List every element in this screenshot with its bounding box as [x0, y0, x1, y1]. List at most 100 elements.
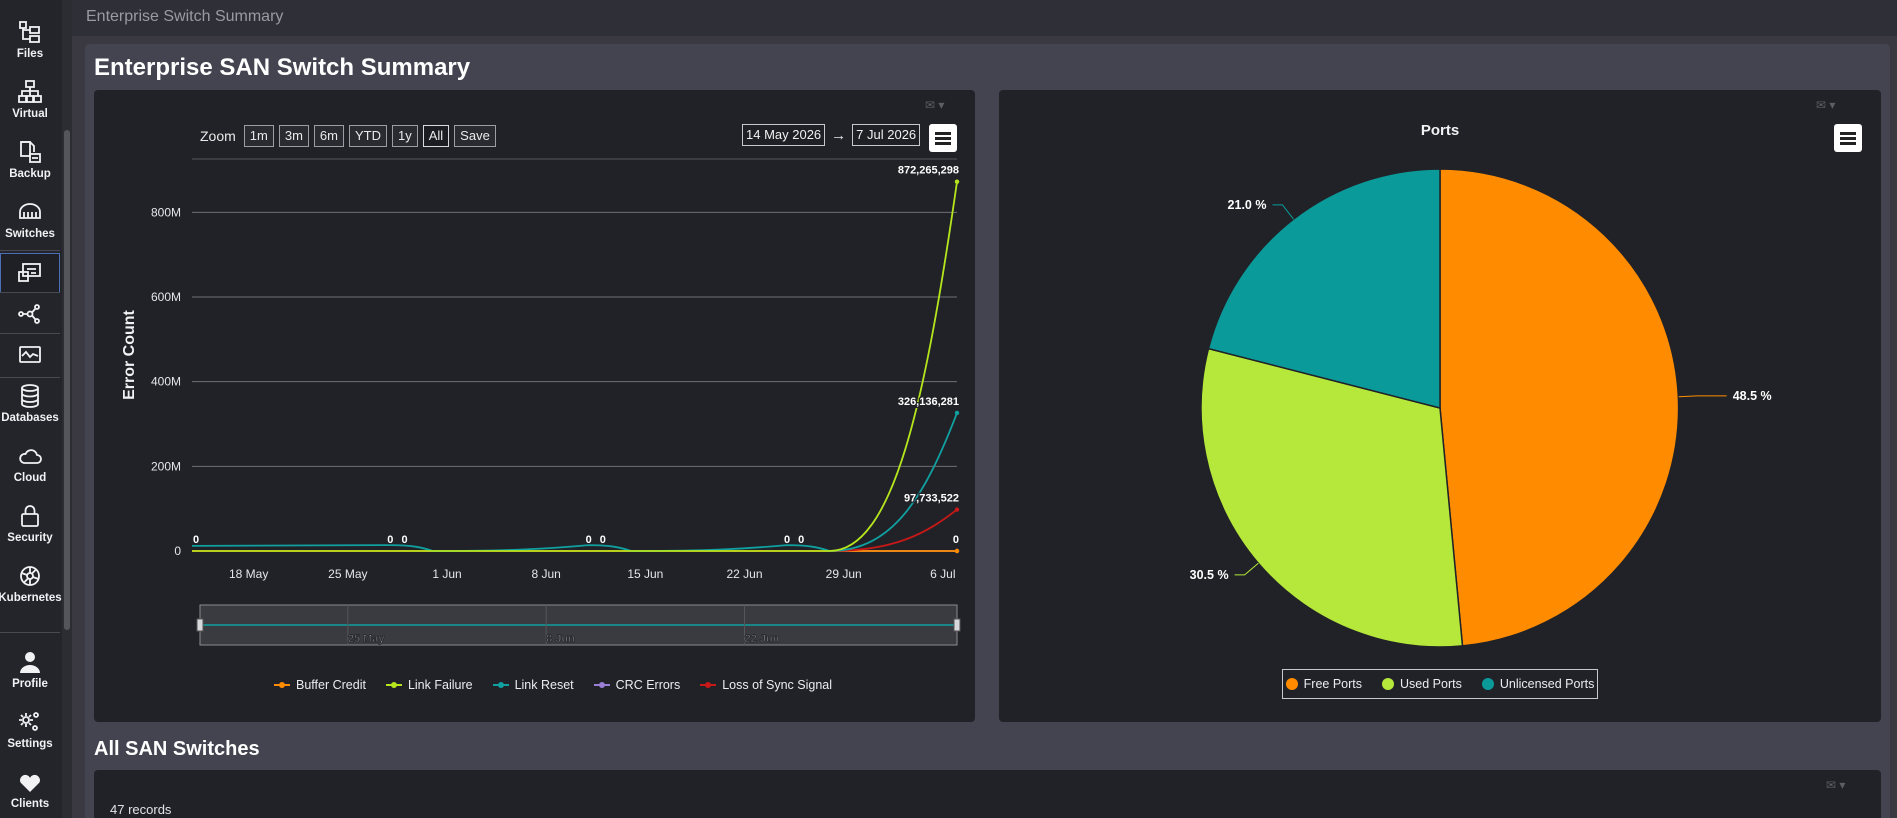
ports-chart-export-icon[interactable]: ✉ ▾	[1816, 98, 1836, 112]
data-label: 0	[401, 534, 407, 546]
sidebar-item-files[interactable]: Files	[0, 10, 60, 68]
x-tick-label: 8 Jun	[531, 567, 560, 581]
from-date-input[interactable]: 14 May 2026	[742, 124, 826, 146]
navigator-left-handle[interactable]	[196, 618, 204, 632]
legend-label: Buffer Credit	[296, 678, 366, 692]
sidebar-item-performance[interactable]	[0, 335, 60, 375]
y-tick-label: 800M	[151, 205, 181, 219]
breadcrumb: Enterprise Switch Summary	[86, 8, 284, 25]
sidebar-divider	[0, 632, 60, 633]
zoom-controls: Zoom 1m 3m 6m YTD 1y All Save	[200, 125, 496, 147]
data-label: 0	[586, 534, 592, 546]
to-date-input[interactable]: 7 Jul 2026	[852, 124, 921, 146]
zoom-save-button[interactable]: Save	[454, 125, 496, 147]
legend-item-buffer-credit[interactable]: Buffer Credit	[274, 678, 366, 692]
data-label: 0	[193, 534, 199, 546]
data-label: 326,136,281	[898, 396, 959, 408]
series-point[interactable]	[954, 179, 960, 184]
series-point[interactable]	[954, 410, 960, 416]
sidebar-item-label: Switches	[5, 227, 55, 240]
legend-label: Unlicensed Ports	[1499, 677, 1595, 691]
cloud-icon	[19, 448, 42, 464]
sidebar-item-virtual[interactable]: Virtual	[0, 70, 60, 128]
sidebar-item-label: Kubernetes	[0, 591, 62, 604]
sidebar-scrollbar-thumb[interactable]	[64, 130, 70, 630]
backup-icon	[20, 140, 41, 163]
switches-table-card	[94, 770, 1881, 818]
x-tick-label: 25 May	[328, 567, 367, 581]
data-label: 97,733,522	[904, 493, 959, 505]
legend-item-unlicensed-ports[interactable]: Unlicensed Ports	[1481, 677, 1595, 691]
legend-item-loss-of-sync-signal[interactable]: Loss of Sync Signal	[700, 678, 832, 692]
sidebar-item-backup[interactable]: Backup	[0, 130, 60, 188]
series-point[interactable]	[954, 548, 960, 554]
zoom-1y-button[interactable]: 1y	[391, 125, 418, 147]
zoom-all-button[interactable]: All	[422, 125, 450, 147]
error-chart-menu-button[interactable]	[929, 124, 957, 152]
legend-symbol	[492, 682, 509, 688]
switches-icon	[19, 202, 41, 219]
sidebar-item-clients[interactable]: Clients	[0, 760, 60, 818]
pie-data-label: 30.5 %	[1190, 568, 1229, 582]
pie-slice-free-ports[interactable]	[1439, 168, 1680, 647]
navigator-label: 22 Jun	[745, 633, 780, 645]
legend-symbol	[274, 682, 290, 688]
ports-chart-legend: Free Ports Used Ports Unlicensed Ports	[1282, 669, 1598, 699]
sidebar-item-settings[interactable]: Settings	[0, 700, 60, 758]
legend-symbol	[700, 682, 717, 688]
pie-slice-unlicensed-ports[interactable]	[1207, 168, 1441, 409]
database-icon	[21, 383, 39, 408]
sidebar-item-databases[interactable]: Databases	[0, 374, 60, 432]
data-label: 0	[387, 534, 393, 546]
legend-symbol	[593, 682, 610, 688]
sidebar-item-label: Backup	[9, 167, 51, 180]
legend-symbol	[1481, 678, 1494, 690]
y-axis-title: Error Count	[121, 309, 138, 399]
legend-item-free-ports[interactable]: Free Ports	[1285, 677, 1362, 691]
legend-item-crc-errors[interactable]: CRC Errors	[593, 678, 680, 692]
sidebar-item-security[interactable]: Security	[0, 494, 60, 552]
legend-label: Loss of Sync Signal	[722, 678, 833, 692]
sidebar-item-topology[interactable]	[0, 294, 60, 334]
sidebar-item-cloud[interactable]: Cloud	[0, 434, 60, 492]
series-point[interactable]	[954, 507, 960, 512]
legend-item-used-ports[interactable]: Used Ports	[1382, 677, 1462, 691]
error-chart-export-icon[interactable]: ✉ ▾	[925, 98, 945, 112]
ports-pie-chart: Ports 48.5 % 30.5 % 21.0 %	[1190, 122, 1772, 648]
y-tick-label: 400M	[151, 375, 181, 389]
kubernetes-icon	[20, 565, 40, 586]
legend-item-link-failure[interactable]: Link Failure	[385, 678, 473, 692]
sidebar-divider	[0, 292, 60, 293]
zoom-ytd-button[interactable]: YTD	[348, 125, 387, 147]
navigator-right-handle[interactable]	[953, 618, 961, 632]
sidebar-item-monitor-switch[interactable]	[0, 253, 60, 293]
sidebar-item-label: Databases	[1, 411, 59, 424]
sidebar-item-label: Profile	[12, 677, 48, 690]
series-line-link-failure[interactable]	[192, 181, 958, 552]
zoom-1m-button[interactable]: 1m	[243, 125, 274, 147]
zoom-3m-button[interactable]: 3m	[278, 125, 309, 147]
sidebar-item-label: Cloud	[13, 471, 47, 484]
sidebar-item-label: Clients	[10, 797, 50, 810]
x-tick-label: 18 May	[229, 567, 268, 581]
legend-symbol	[1285, 678, 1298, 690]
error-line-chart: 0 200M 400M 600M 800M Error Count 18 May 25 May…	[121, 158, 961, 646]
zoom-6m-button[interactable]: 6m	[313, 125, 344, 147]
gears-icon	[19, 711, 39, 731]
legend-item-link-reset[interactable]: Link Reset	[492, 678, 574, 692]
navigator-label: 25 May	[348, 633, 386, 645]
series-line-link-reset[interactable]	[191, 412, 958, 552]
table-export-icon[interactable]: ✉ ▾	[1826, 778, 1846, 792]
data-label: 0	[798, 534, 804, 546]
user-icon	[20, 651, 40, 673]
sidebar-item-switches[interactable]: Switches	[0, 190, 60, 248]
data-label: 0	[784, 534, 790, 546]
legend-symbol	[385, 682, 402, 688]
pie-data-label: 21.0 %	[1228, 198, 1267, 212]
virtual-icon	[18, 79, 42, 103]
sidebar-item-profile[interactable]: Profile	[0, 640, 60, 698]
sidebar-item-kubernetes[interactable]: Kubernetes	[0, 554, 62, 612]
sidebar-item-label: Security	[7, 531, 53, 544]
sidebar-divider	[0, 250, 60, 251]
ports-chart-menu-button[interactable]	[1834, 124, 1862, 152]
